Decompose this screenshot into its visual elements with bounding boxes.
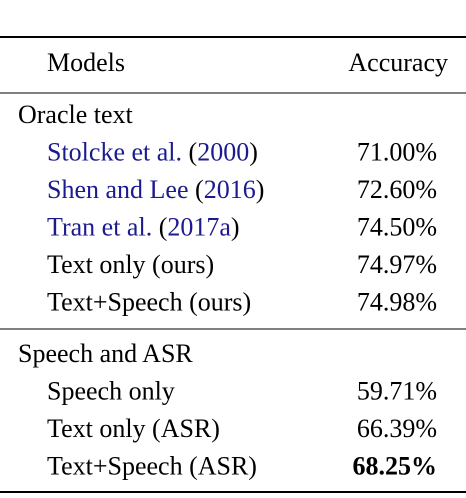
- accuracy-value: 68.25%: [353, 451, 438, 480]
- accuracy-value: 74.97%: [357, 250, 437, 279]
- accuracy-value: 72.60%: [357, 175, 437, 204]
- model-name: Tran et al. (2017a): [47, 212, 240, 241]
- accuracy-value: 66.39%: [357, 414, 437, 443]
- citation-link[interactable]: 2017a: [167, 212, 231, 241]
- section-title: Speech and ASR: [18, 339, 193, 368]
- model-name: Text+Speech (ours): [47, 287, 251, 316]
- accuracy-value: 74.50%: [357, 212, 437, 241]
- model-name: Speech only: [47, 376, 175, 405]
- accuracy-value: 71.00%: [357, 137, 437, 166]
- model-text: (: [195, 175, 204, 204]
- accuracy-value: 74.98%: [357, 287, 437, 316]
- model-text: (: [159, 212, 168, 241]
- model-text: Text only (ASR): [47, 414, 220, 443]
- model-text: ): [231, 212, 240, 241]
- model-text: Text+Speech (ASR): [47, 451, 257, 480]
- citation-link[interactable]: Shen and Lee: [47, 175, 195, 204]
- model-name: Text only (ours): [47, 250, 214, 279]
- model-text: Speech only: [47, 376, 175, 405]
- model-name: Text only (ASR): [47, 414, 220, 443]
- header-accuracy: Accuracy: [348, 48, 448, 77]
- model-name: Stolcke et al. (2000): [47, 137, 258, 166]
- model-text: ): [256, 175, 265, 204]
- section-title: Oracle text: [18, 100, 134, 129]
- citation-link[interactable]: Stolcke et al.: [47, 137, 189, 166]
- model-text: (: [189, 137, 198, 166]
- header-models: Models: [47, 48, 125, 77]
- model-text: ): [249, 137, 258, 166]
- model-name: Shen and Lee (2016): [47, 175, 264, 204]
- citation-link[interactable]: Tran et al.: [47, 212, 159, 241]
- model-name: Text+Speech (ASR): [47, 451, 257, 480]
- model-text: Text+Speech (ours): [47, 287, 251, 316]
- citation-link[interactable]: 2016: [204, 175, 256, 204]
- citation-link[interactable]: 2000: [197, 137, 249, 166]
- model-text: Text only (ours): [47, 250, 214, 279]
- accuracy-value: 59.71%: [357, 376, 437, 405]
